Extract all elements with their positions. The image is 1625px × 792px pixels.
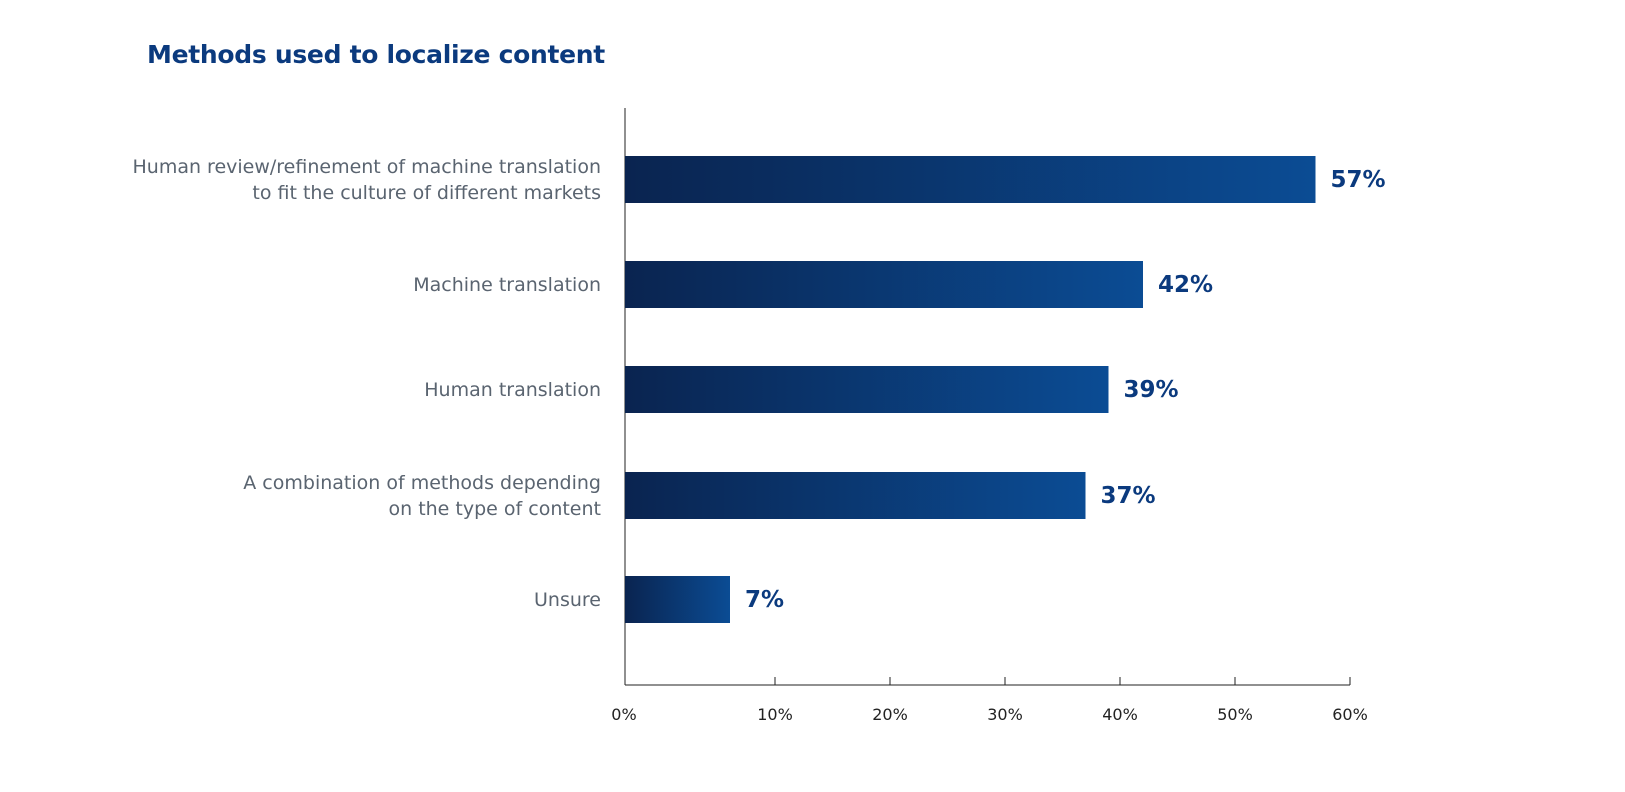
value-label: 42%: [1158, 272, 1213, 298]
category-label: Unsure: [534, 589, 601, 611]
value-label: 39%: [1124, 377, 1179, 403]
bar: [625, 366, 1109, 413]
category-label: A combination of methods depending: [243, 472, 601, 494]
x-tick-label: 20%: [872, 705, 908, 724]
category-label: on the type of content: [388, 498, 601, 520]
x-tick-label: 30%: [987, 705, 1023, 724]
category-label: to fit the culture of different markets: [252, 182, 601, 204]
value-label: 7%: [745, 587, 784, 613]
category-label: Human review/refinement of machine trans…: [132, 156, 601, 178]
bar: [625, 261, 1143, 308]
x-tick-label: 40%: [1102, 705, 1138, 724]
x-tick-label: 0%: [611, 705, 636, 724]
x-tick-label: 60%: [1332, 705, 1368, 724]
x-tick-label: 10%: [757, 705, 793, 724]
chart-title: Methods used to localize content: [147, 40, 605, 69]
value-label: 57%: [1331, 167, 1386, 193]
bar: [625, 156, 1316, 203]
value-label: 37%: [1101, 483, 1156, 509]
x-tick-label: 50%: [1217, 705, 1253, 724]
category-label: Machine translation: [413, 274, 601, 296]
bar: [625, 472, 1086, 519]
bar: [625, 576, 730, 623]
category-label: Human translation: [424, 379, 601, 401]
